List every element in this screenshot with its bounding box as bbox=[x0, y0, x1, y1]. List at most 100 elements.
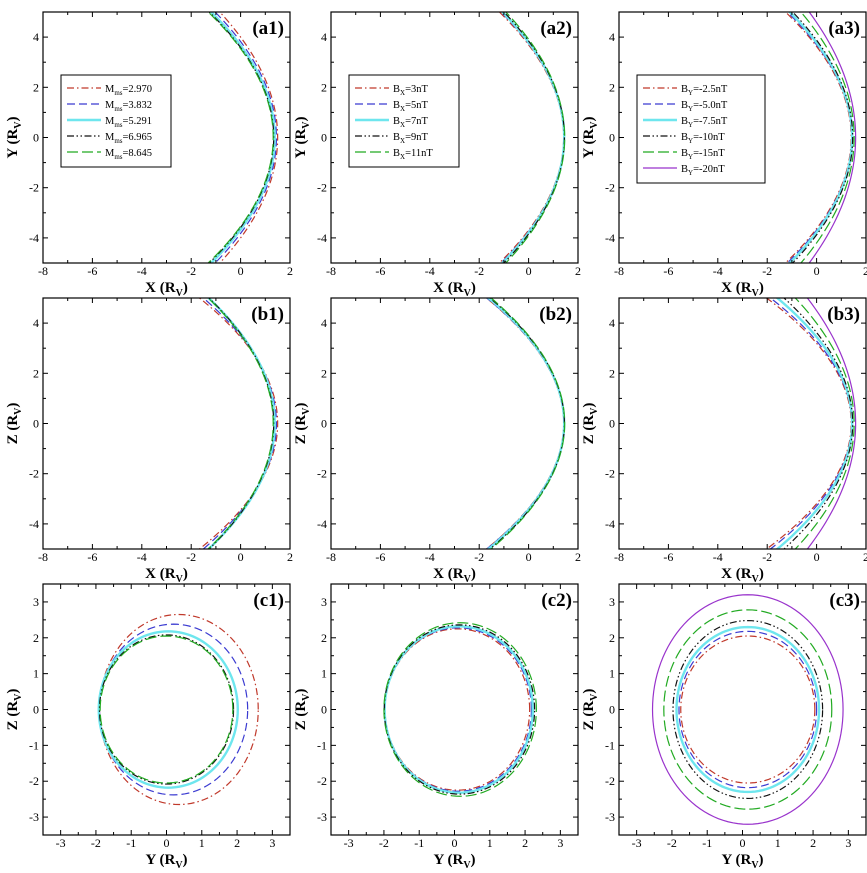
y-tick-label: -3 bbox=[29, 810, 39, 824]
x-tick-label: -8 bbox=[38, 550, 48, 564]
x-tick-label: -6 bbox=[87, 264, 97, 278]
plot-frame bbox=[330, 583, 579, 836]
panel-label: (b2) bbox=[539, 304, 572, 325]
y-tick-label: -4 bbox=[29, 517, 39, 531]
x-axis-label: Y (RV) bbox=[145, 852, 187, 871]
x-tick-label: 2 bbox=[863, 550, 867, 564]
x-axis-label: X (RV) bbox=[145, 280, 188, 299]
x-tick-label: -1 bbox=[702, 836, 712, 850]
y-tick-label: -1 bbox=[29, 738, 39, 752]
x-tick-label: 0 bbox=[740, 836, 746, 850]
x-tick-label: -8 bbox=[326, 550, 336, 564]
x-tick-label: 2 bbox=[287, 264, 293, 278]
series-curve-c1-1 bbox=[98, 613, 259, 806]
y-tick-label: -4 bbox=[29, 231, 39, 245]
series-curve-b1-5 bbox=[207, 298, 274, 549]
y-tick-label: 0 bbox=[321, 131, 327, 145]
panel-b2: -8 -6 -4 -2 0 2 -4 -2 0 2 4 X (RV) Z (RV) (b2) bbox=[293, 297, 581, 585]
y-tick-label: 4 bbox=[321, 30, 327, 44]
curves-c1 bbox=[97, 613, 259, 806]
series-curve-b2-3 bbox=[486, 298, 566, 549]
legend-label: BX=5nT bbox=[393, 100, 428, 113]
x-tick-label: 0 bbox=[814, 264, 820, 278]
series-curve-b3-2 bbox=[769, 298, 853, 549]
y-tick-label: 0 bbox=[33, 703, 39, 717]
y-axis-label: Y (RV) bbox=[5, 116, 24, 158]
x-tick-label: -3 bbox=[344, 836, 354, 850]
x-tick-label: -4 bbox=[137, 550, 147, 564]
panel-a3: -8 -6 -4 -2 0 2 -4 -2 0 2 4 X (RV) Y (RV) (a3) BY=-2.5… bbox=[581, 11, 867, 299]
legend-label: BX=11nT bbox=[393, 148, 433, 161]
y-tick-label: -2 bbox=[605, 774, 615, 788]
x-tick-label: 1 bbox=[487, 836, 493, 850]
y-axis-label: Z (RV) bbox=[581, 689, 600, 731]
y-tick-label: 3 bbox=[609, 595, 615, 609]
curves-a1 bbox=[207, 12, 279, 263]
x-tick-label: -8 bbox=[326, 264, 336, 278]
x-tick-label: -3 bbox=[56, 836, 66, 850]
legend-label: BY=-15nT bbox=[681, 148, 725, 161]
y-tick-label: -4 bbox=[317, 517, 327, 531]
x-tick-label: -6 bbox=[375, 264, 385, 278]
series-curve-c2-5 bbox=[383, 622, 537, 797]
series-curve-a2-4 bbox=[503, 12, 566, 263]
series-curve-b3-5 bbox=[794, 298, 855, 549]
y-tick-label: -1 bbox=[605, 738, 615, 752]
series-curve-c1-4 bbox=[98, 634, 235, 785]
x-tick-label: 0 bbox=[238, 550, 244, 564]
x-tick-label: 0 bbox=[814, 550, 820, 564]
x-tick-label: 2 bbox=[863, 264, 867, 278]
y-axis-label: Z (RV) bbox=[5, 403, 24, 445]
legend-a1: Mms=2.970 Mms=3.832 Mms=5.291 Mms=6.965 Mms=… bbox=[60, 74, 172, 168]
series-curve-a3-1 bbox=[784, 12, 852, 263]
y-axis-label: Z (RV) bbox=[5, 689, 24, 731]
curves-b2 bbox=[485, 298, 566, 549]
x-tick-label: 0 bbox=[238, 264, 244, 278]
y-axis-label: Z (RV) bbox=[581, 403, 600, 445]
series-curve-c3-4 bbox=[672, 619, 824, 800]
x-tick-label: 0 bbox=[164, 836, 170, 850]
legend-label: BX=3nT bbox=[393, 84, 428, 97]
series-curve-a1-5 bbox=[207, 12, 274, 263]
legend-label: BY=-20nT bbox=[681, 164, 725, 177]
y-tick-label: 2 bbox=[609, 80, 615, 94]
series-curve-b3-1 bbox=[765, 298, 852, 549]
panel-label: (a3) bbox=[828, 18, 860, 39]
panel-b1: -8 -6 -4 -2 0 2 -4 -2 0 2 4 X (RV) Z (RV) (b1) bbox=[5, 297, 293, 585]
x-tick-label: -6 bbox=[375, 550, 385, 564]
series-curve-b2-1 bbox=[485, 298, 565, 549]
y-tick-label: 4 bbox=[321, 316, 327, 330]
x-tick-label: 2 bbox=[522, 836, 528, 850]
y-tick-label: 2 bbox=[33, 631, 39, 645]
y-tick-label: 2 bbox=[33, 366, 39, 380]
x-tick-label: -4 bbox=[137, 264, 147, 278]
x-axis-label: X (RV) bbox=[721, 566, 764, 585]
x-axis-label: X (RV) bbox=[145, 566, 188, 585]
series-curve-b1-2 bbox=[202, 298, 278, 549]
y-tick-label: -1 bbox=[317, 738, 327, 752]
series-curve-a3-2 bbox=[786, 12, 853, 263]
y-tick-label: -4 bbox=[605, 517, 615, 531]
x-tick-label: -1 bbox=[126, 836, 136, 850]
series-curve-c3-1 bbox=[680, 635, 816, 784]
x-tick-label: -4 bbox=[713, 264, 723, 278]
x-tick-label: 3 bbox=[845, 836, 851, 850]
legend-label: Mms=6.965 bbox=[105, 132, 152, 145]
series-curve-b3-3 bbox=[775, 298, 854, 549]
y-tick-label: -2 bbox=[317, 774, 327, 788]
x-tick-label: -1 bbox=[414, 836, 424, 850]
y-tick-label: 2 bbox=[609, 366, 615, 380]
x-tick-label: -2 bbox=[762, 264, 772, 278]
legend-label: BY=-5.0nT bbox=[681, 100, 728, 113]
x-tick-label: 3 bbox=[269, 836, 275, 850]
legend-label: BY=-2.5nT bbox=[681, 84, 728, 97]
x-tick-label: -2 bbox=[474, 550, 484, 564]
x-axis-label: Y (RV) bbox=[433, 852, 475, 871]
series-curve-c2-3 bbox=[383, 625, 535, 794]
panel-label: (b3) bbox=[827, 304, 860, 325]
x-tick-label: 2 bbox=[287, 550, 293, 564]
series-curve-c1-5 bbox=[99, 635, 234, 784]
series-curve-c2-1 bbox=[384, 628, 531, 791]
